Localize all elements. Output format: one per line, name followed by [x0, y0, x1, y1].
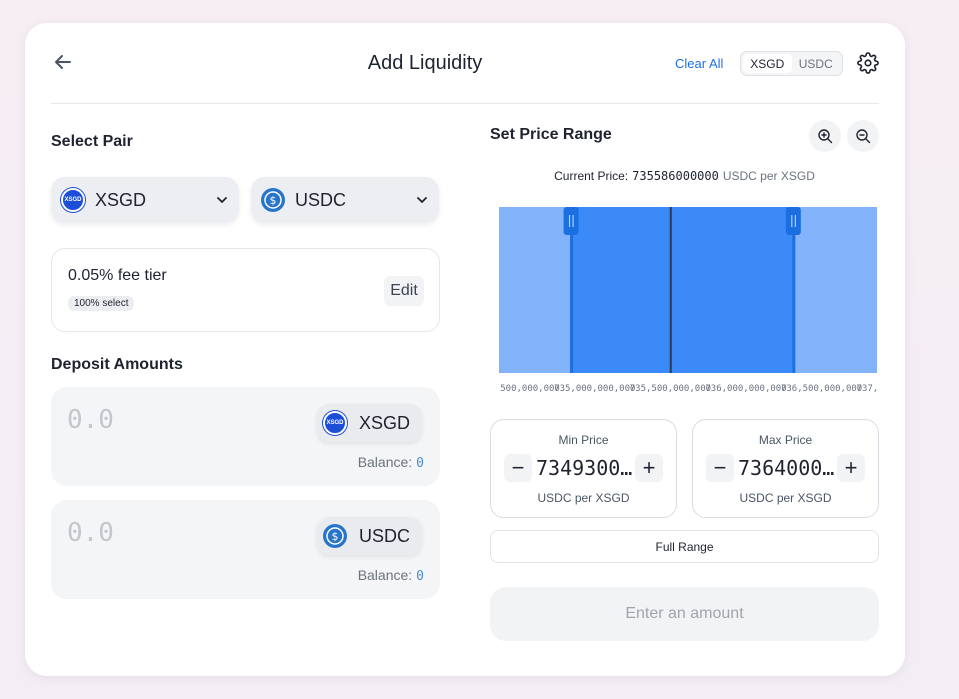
token-toggle: XSGD USDC: [740, 51, 843, 76]
max-price-label: Max Price: [758, 433, 813, 447]
page-title: Add Liquidity: [367, 52, 483, 74]
zoom-out-icon[interactable]: [847, 120, 879, 152]
usdc-token-chip[interactable]: $ USDC: [317, 517, 423, 555]
deposit-xsgd-box: XSGD XSGD Balance:0: [51, 387, 440, 486]
fee-tier-box: 0.05% fee tier 100% select Edit: [51, 248, 440, 332]
usdc-token-name: USDC: [359, 525, 411, 546]
balance-value: 0: [416, 569, 424, 584]
toggle-xsgd[interactable]: XSGD: [743, 54, 792, 73]
xsgd-token-chip[interactable]: XSGD XSGD: [317, 404, 423, 442]
usdc-logo-icon: $: [261, 188, 285, 212]
xsgd-logo-icon: XSGD: [61, 188, 85, 212]
xsgd-logo-icon: XSGD: [323, 411, 347, 435]
current-price-label: Current Price:: [554, 169, 629, 183]
max-range-handle[interactable]: [785, 207, 801, 235]
svg-text:$: $: [332, 530, 339, 543]
usdc-logo-icon: $: [323, 524, 347, 548]
deposit-usdc-box: $ USDC Balance:0: [51, 500, 440, 599]
xsgd-token-name: XSGD: [359, 412, 411, 433]
min-price-increase-button[interactable]: +: [635, 454, 663, 482]
full-range-button[interactable]: Full Range: [490, 530, 879, 563]
axis-tick-label: 736,000,000,000: [705, 384, 787, 394]
token-b-name: USDC: [295, 189, 347, 210]
enter-amount-button[interactable]: Enter an amount: [490, 587, 879, 641]
fee-tier-title: 0.05% fee tier: [68, 267, 167, 284]
max-price-box: Max Price − 736400000000 + USDC per XSGD: [692, 419, 879, 518]
selected-range-area: [571, 207, 794, 373]
min-price-unit: USDC per XSGD: [537, 491, 630, 505]
balance-label: Balance:: [357, 567, 413, 583]
price-axis: 734,500,000,000 735,000,000,000 735,500,…: [499, 384, 877, 398]
header-divider: [51, 103, 879, 104]
back-arrow-icon[interactable]: [51, 50, 75, 74]
token-a-select[interactable]: XSGD XSGD: [51, 177, 239, 223]
axis-tick-label: 736,500,000,000: [780, 384, 863, 394]
token-b-select[interactable]: $ USDC: [251, 177, 439, 223]
select-pair-label: Select Pair: [51, 133, 133, 150]
toggle-usdc[interactable]: USDC: [798, 56, 833, 71]
max-price-value[interactable]: 736400000000: [738, 456, 835, 480]
zoom-in-icon[interactable]: [809, 120, 841, 152]
min-price-value[interactable]: 734930000000: [536, 456, 633, 480]
axis-tick-label: 737,000,0: [856, 384, 877, 394]
max-price-increase-button[interactable]: +: [837, 454, 865, 482]
xsgd-amount-input[interactable]: [67, 405, 267, 435]
chevron-down-icon: [417, 197, 427, 203]
min-price-label: Min Price: [558, 433, 609, 447]
usdc-balance: Balance: 0: [358, 567, 424, 584]
fee-select-badge: 100% select: [68, 296, 135, 311]
min-price-box: Min Price − 734930000000 + USDC per XSGD: [490, 419, 677, 518]
balance-value: 0: [416, 456, 424, 471]
settings-gear-icon[interactable]: [857, 52, 879, 74]
axis-tick-label: 735,500,000,000: [629, 384, 712, 394]
clear-all-button[interactable]: Clear All: [675, 56, 724, 71]
current-price-value: 735586000000: [632, 169, 719, 183]
axis-tick-label: 734,500,000,000: [499, 384, 560, 394]
axis-tick-label: 735,000,000,000: [554, 384, 636, 394]
max-price-decrease-button[interactable]: −: [706, 454, 734, 482]
current-price: Current Price: 735586000000 USDC per XSGD: [490, 169, 879, 183]
balance-label: Balance:: [357, 454, 413, 470]
current-price-unit: USDC per XSGD: [722, 169, 815, 183]
price-range-chart: [499, 207, 877, 373]
xsgd-balance: Balance: 0: [358, 454, 424, 471]
min-price-decrease-button[interactable]: −: [504, 454, 532, 482]
edit-fee-button[interactable]: Edit: [384, 276, 424, 306]
max-price-unit: USDC per XSGD: [739, 491, 832, 505]
header: Add Liquidity Clear All XSGD USDC: [25, 23, 905, 103]
svg-text:$: $: [270, 194, 277, 207]
min-range-handle[interactable]: [563, 207, 579, 235]
deposit-amounts-label: Deposit Amounts: [51, 356, 183, 373]
usdc-amount-input[interactable]: [67, 518, 267, 548]
add-liquidity-card: Add Liquidity Clear All XSGD USDC Select…: [25, 23, 905, 676]
set-price-range-label: Set Price Range: [490, 126, 612, 143]
chevron-down-icon: [217, 197, 227, 203]
token-a-name: XSGD: [95, 189, 147, 210]
